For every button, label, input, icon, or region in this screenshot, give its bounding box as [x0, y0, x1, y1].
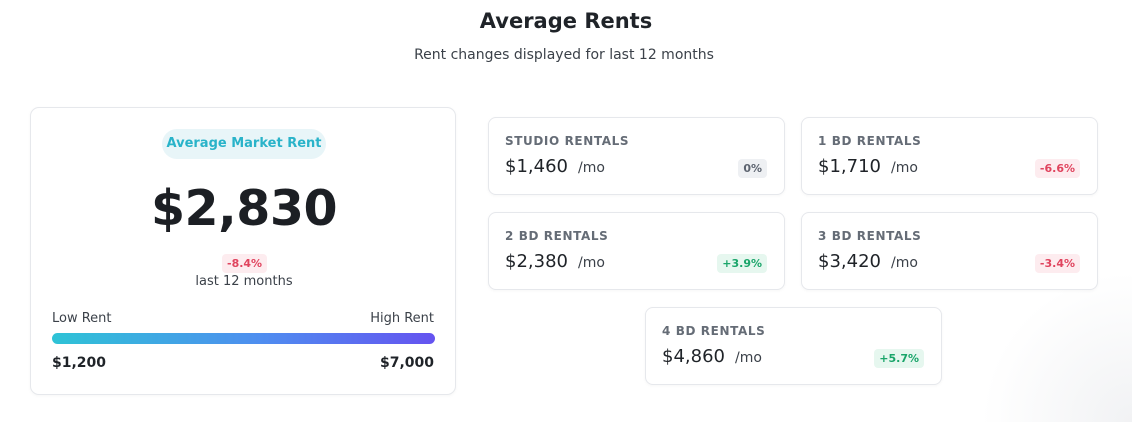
high-rent-value: $7,000 [379, 355, 434, 371]
4bd-rentals-card: 4 BD RENTALS $4,860/mo +5.7% [645, 307, 942, 385]
average-market-rent-pill: Average Market Rent [162, 129, 326, 159]
rental-price-unit: /mo [890, 160, 918, 176]
rental-change-badge: +3.9% [717, 254, 767, 273]
rental-type-label: 1 BD RENTALS [818, 134, 922, 148]
market-change-period: last 12 months [195, 274, 293, 289]
rental-type-label: 3 BD RENTALS [818, 229, 922, 243]
rental-price: $3,420/mo [818, 251, 918, 272]
studio-rentals-card: STUDIO RENTALS $1,460/mo 0% [488, 117, 785, 195]
3bd-rentals-card: 3 BD RENTALS $3,420/mo -3.4% [801, 212, 1098, 290]
rental-type-label: 2 BD RENTALS [505, 229, 609, 243]
page-subtitle: Rent changes displayed for last 12 month… [414, 47, 714, 63]
rental-price-unit: /mo [577, 160, 605, 176]
rental-price-value: $1,460 [505, 156, 568, 177]
rental-price: $4,860/mo [662, 346, 762, 367]
rental-price-unit: /mo [577, 255, 605, 271]
rental-price: $1,460/mo [505, 156, 605, 177]
low-rent-value: $1,200 [52, 355, 107, 371]
rental-change-badge: +5.7% [874, 349, 924, 368]
rental-change-badge: 0% [738, 159, 767, 178]
rental-price-unit: /mo [734, 350, 762, 366]
average-market-rent-value: $2,830 [150, 180, 338, 237]
rental-type-label: 4 BD RENTALS [662, 324, 766, 338]
average-market-rent-card: Average Market Rent $2,830 -8.4% last 12… [30, 107, 456, 395]
rental-type-label: STUDIO RENTALS [505, 134, 630, 148]
rental-price: $2,380/mo [505, 251, 605, 272]
rental-price-value: $2,380 [505, 251, 568, 272]
rental-price-value: $1,710 [818, 156, 881, 177]
rental-price-value: $3,420 [818, 251, 881, 272]
rental-change-badge: -3.4% [1034, 254, 1080, 273]
rental-price-value: $4,860 [662, 346, 725, 367]
rent-range-bar [52, 333, 435, 344]
high-rent-label: High Rent [370, 311, 434, 326]
market-change-badge: -8.4% [222, 254, 268, 273]
page-title: Average Rents [479, 9, 653, 33]
rental-price: $1,710/mo [818, 156, 918, 177]
rental-price-unit: /mo [890, 255, 918, 271]
low-rent-label: Low Rent [52, 311, 112, 326]
2bd-rentals-card: 2 BD RENTALS $2,380/mo +3.9% [488, 212, 785, 290]
1bd-rentals-card: 1 BD RENTALS $1,710/mo -6.6% [801, 117, 1098, 195]
rental-change-badge: -6.6% [1034, 159, 1080, 178]
